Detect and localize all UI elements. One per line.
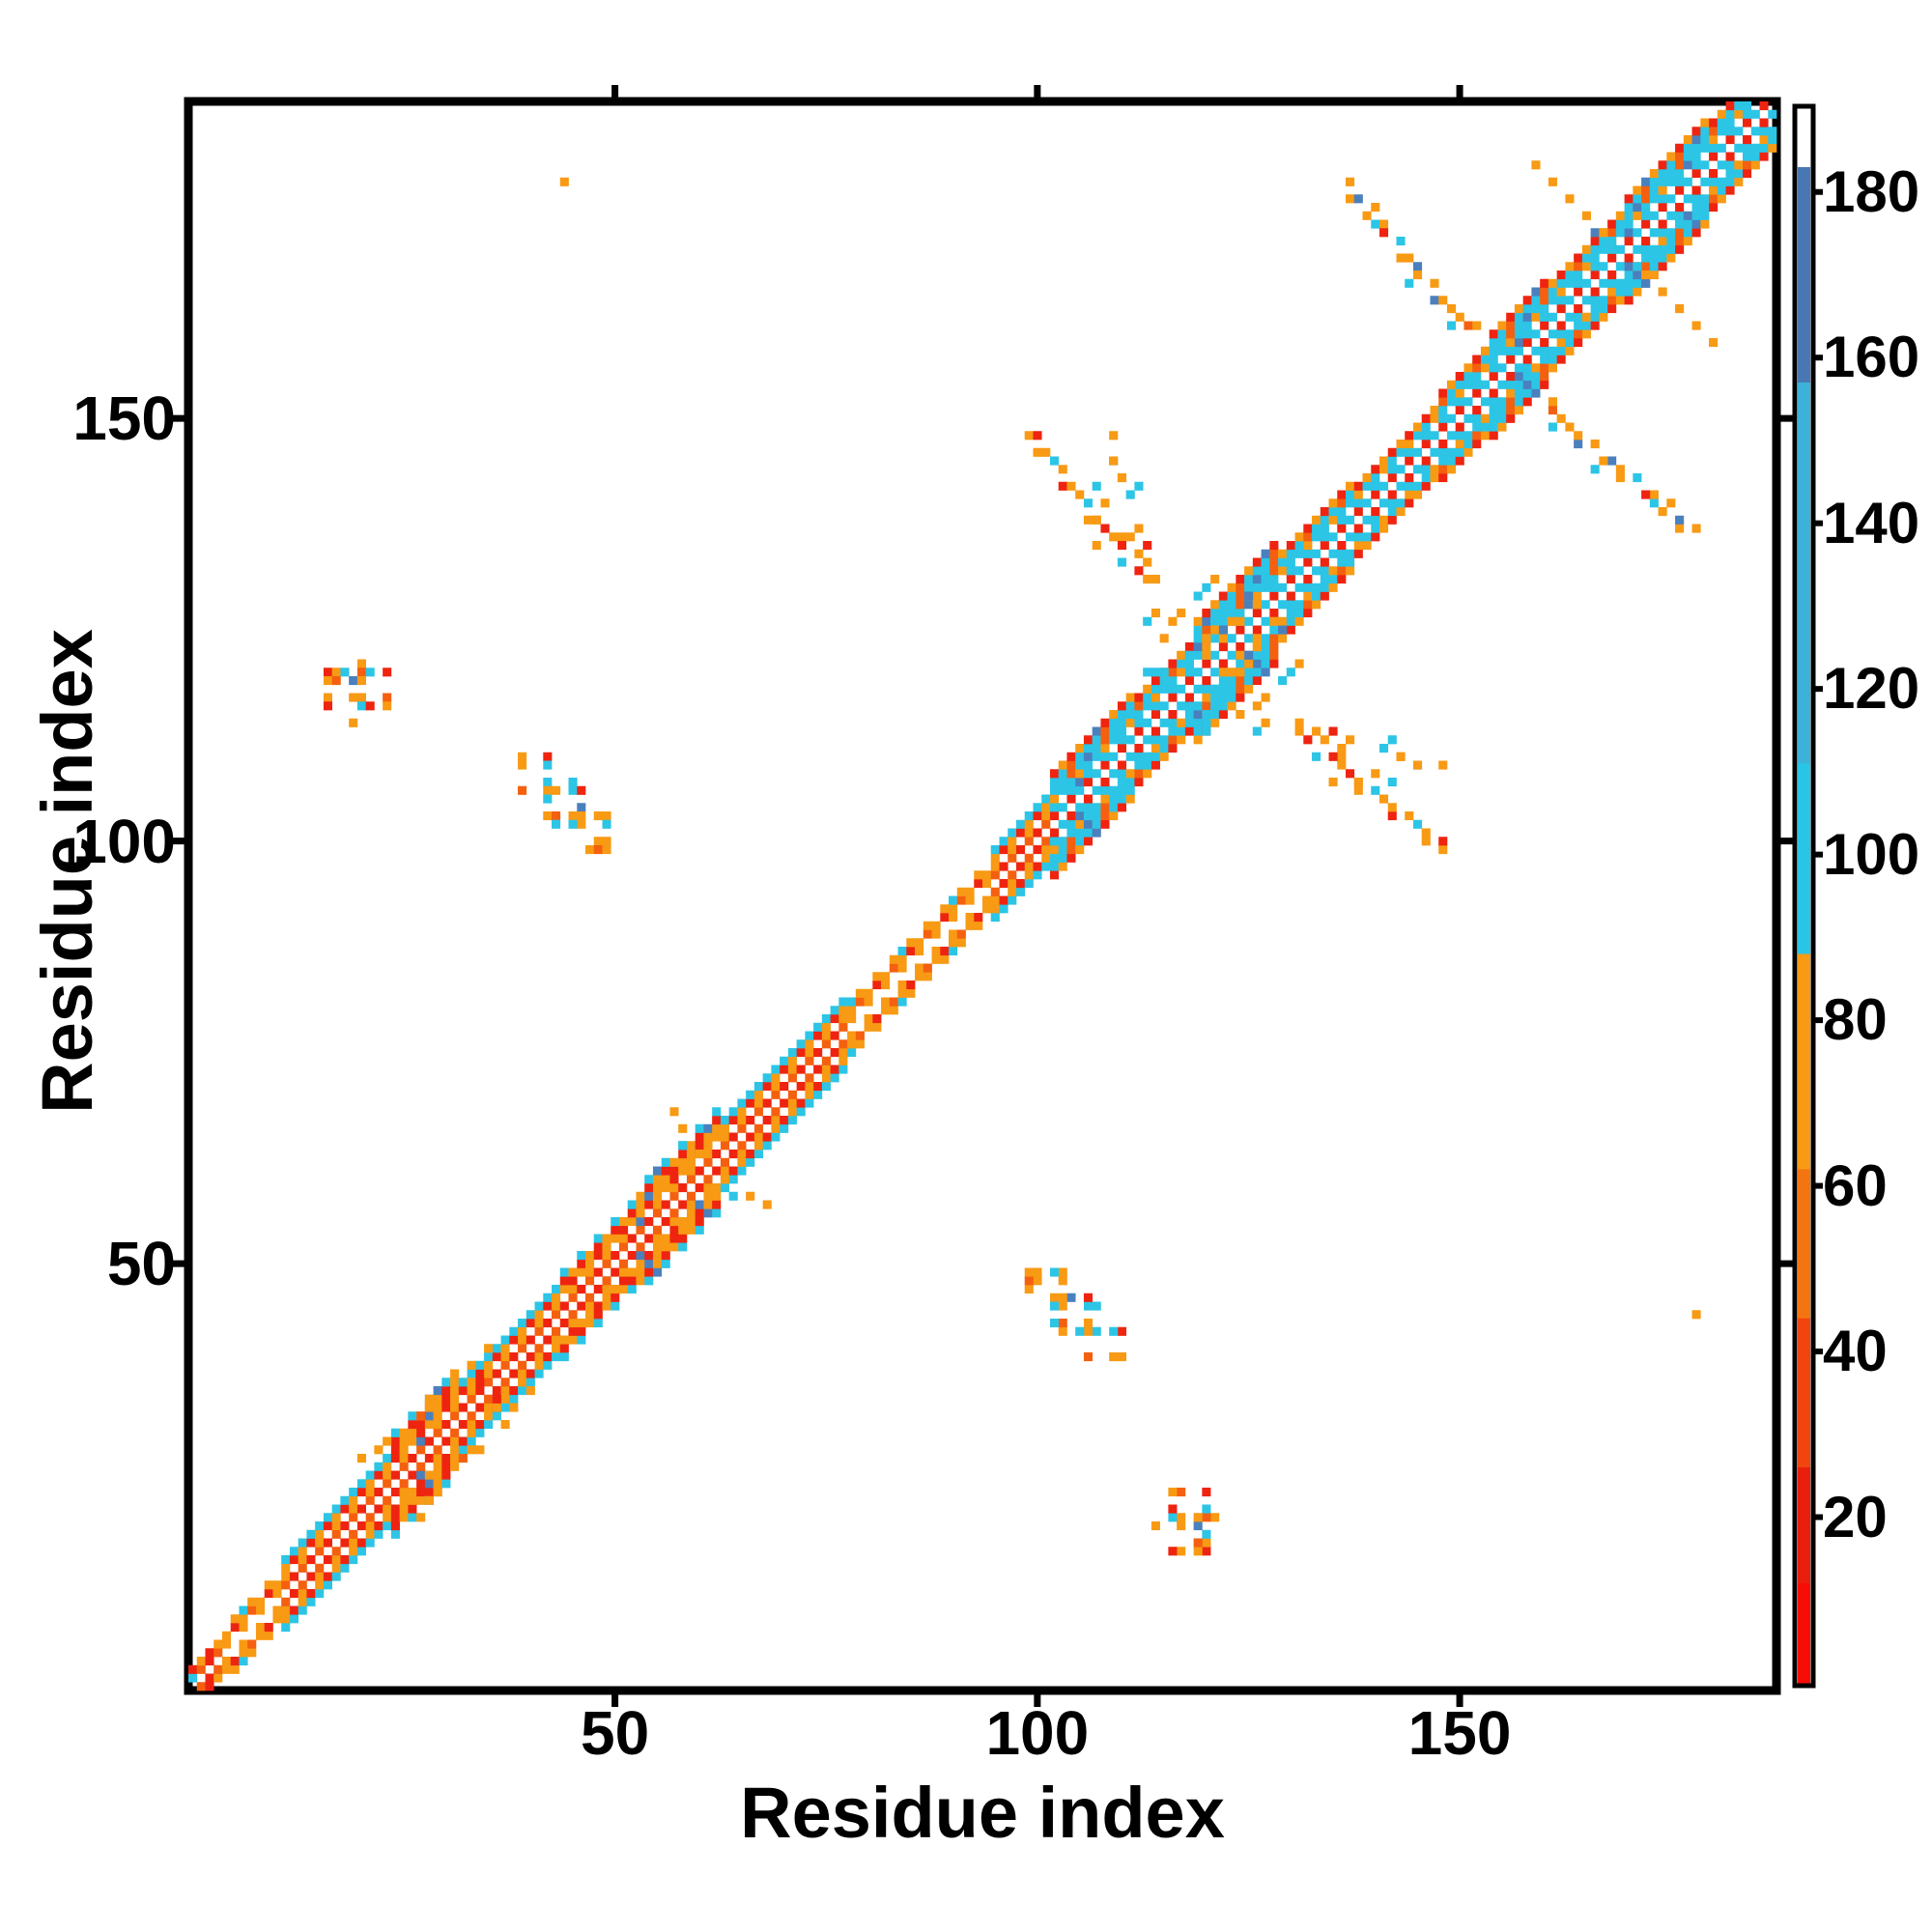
colorbar-tick-label-60: 60: [1823, 1152, 1888, 1218]
colorbar-segment: [1798, 953, 1810, 1170]
x-tick-label-50: 50: [581, 1698, 650, 1768]
colorbar-segment: [1798, 109, 1810, 168]
colorbar-segment: [1798, 382, 1810, 764]
y-tick-label-100: 100: [72, 806, 176, 876]
plot-frame: [184, 97, 1781, 1695]
colorbar-tick-label-40: 40: [1823, 1319, 1888, 1384]
colorbar-segment: [1798, 1467, 1810, 1584]
colorbar-segment: [1798, 1318, 1810, 1468]
colorbar-segment: [1798, 1583, 1810, 1684]
x-axis-label: Residue index: [740, 1773, 1225, 1853]
colorbar-tick-label-100: 100: [1823, 821, 1920, 887]
colorbar-segment: [1798, 763, 1810, 955]
x-tick-label-100: 100: [985, 1698, 1090, 1768]
colorbar-tick-label-120: 120: [1823, 656, 1920, 722]
x-tick-label-150: 150: [1407, 1698, 1512, 1768]
colorbar-tick-label-80: 80: [1823, 987, 1888, 1053]
y-tick-label-150: 150: [72, 384, 176, 454]
colorbar-tick-label-160: 160: [1823, 325, 1920, 390]
colorbar-tick-label-180: 180: [1823, 158, 1920, 224]
colorbar-tick-label-140: 140: [1823, 490, 1920, 555]
colorbar-segment: [1798, 1169, 1810, 1320]
colorbar-segment: [1798, 167, 1810, 384]
colorbar-tick-label-20: 20: [1823, 1484, 1888, 1549]
colorbar: [1792, 103, 1816, 1689]
y-tick-label-50: 50: [106, 1229, 176, 1299]
